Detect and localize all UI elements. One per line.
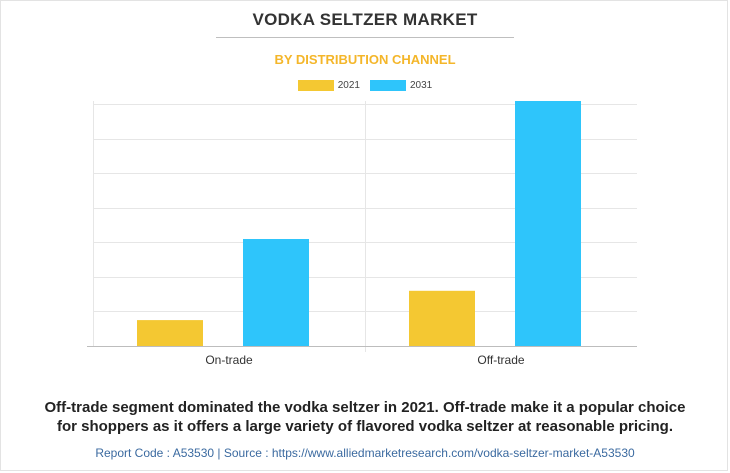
chart-caption: Off-trade segment dominated the vodka se…	[0, 398, 730, 436]
legend-label-2021: 2021	[337, 80, 360, 91]
legend-swatch-2021	[297, 80, 334, 91]
legend-item-2031: 2031	[370, 80, 432, 91]
x-tick-label-off-trade: Off-trade	[477, 353, 524, 367]
chart-title: VODKA SELTZER MARKET	[252, 10, 478, 29]
bar-off-trade-2021	[409, 290, 475, 346]
bar-off-trade-2031	[515, 101, 581, 346]
x-tick-label-on-trade: On-trade	[205, 353, 253, 367]
title-divider	[216, 37, 514, 38]
bar-on-trade-2031	[243, 239, 309, 346]
caption-line-1: Off-trade segment dominated the vodka se…	[44, 399, 686, 416]
source-footer: Report Code : A53530 | Source : https://…	[95, 446, 635, 460]
legend-swatch-2031	[370, 80, 406, 91]
bar-on-trade-2021	[137, 320, 203, 346]
legend-label-2031: 2031	[410, 80, 433, 91]
legend: 2021 2031	[0, 80, 730, 91]
chart-subtitle: BY DISTRIBUTION CHANNEL	[274, 52, 456, 67]
caption-line-2: for shoppers as it offers a large variet…	[56, 418, 674, 435]
legend-item-2021: 2021	[297, 80, 360, 91]
